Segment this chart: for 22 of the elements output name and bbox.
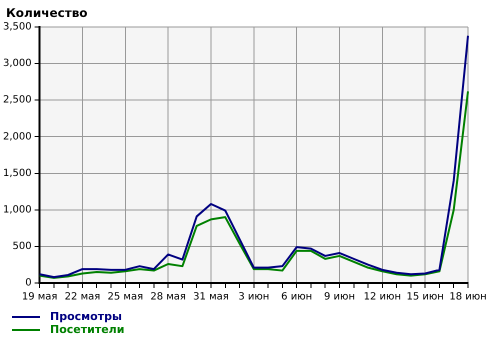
y-tick-label: 0 <box>25 278 32 289</box>
x-tick-label: 19 мая <box>22 292 58 303</box>
y-tick-label: 2,000 <box>2 131 32 142</box>
y-tick-label: 1,000 <box>2 204 32 216</box>
y-tick-label: 3,000 <box>2 58 32 70</box>
y-tick-label: 2,500 <box>2 94 32 106</box>
x-tick-label: 25 мая <box>108 292 144 303</box>
x-tick-label: 22 мая <box>64 292 100 303</box>
x-tick-label: 28 мая <box>150 292 186 303</box>
x-tick-label: 6 июн <box>281 292 312 303</box>
y-tick-label: 1,500 <box>2 168 32 179</box>
x-tick-label: 9 июн <box>324 292 355 303</box>
x-tick-label: 31 мая <box>193 292 229 303</box>
x-tick-label: 3 июн <box>238 292 270 303</box>
legend-label: Посетители <box>50 323 124 336</box>
x-tick-label: 15 июн <box>406 292 444 303</box>
legend-label: Просмотры <box>50 310 122 323</box>
y-tick-label: 3,500 <box>2 22 32 33</box>
x-tick-label: 18 июн <box>449 292 487 303</box>
chart-title: Количество <box>6 6 88 20</box>
x-tick-label: 12 июн <box>364 292 402 303</box>
y-tick-label: 500 <box>12 241 32 252</box>
